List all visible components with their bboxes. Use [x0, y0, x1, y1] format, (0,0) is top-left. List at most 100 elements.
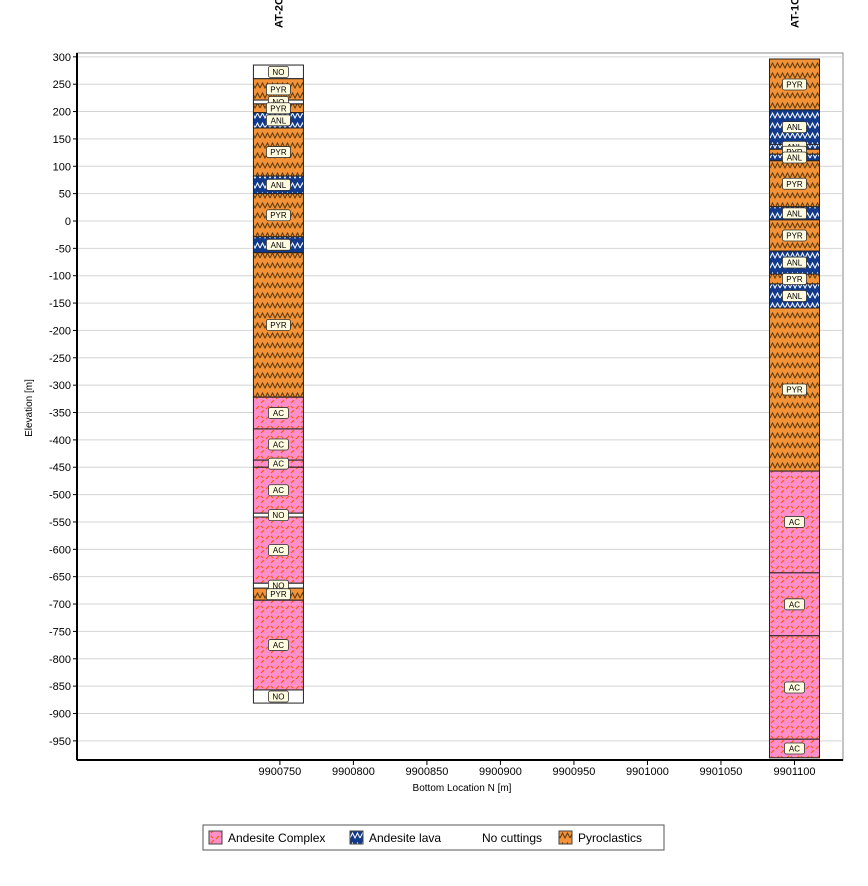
y-tick-label: -750 — [49, 626, 71, 638]
y-tick-label: -650 — [49, 572, 71, 584]
lithology-label: PYR — [786, 231, 803, 240]
borehole-name: AT-1O — [789, 0, 801, 28]
lithology-label: PYR — [270, 590, 287, 599]
lithology-label-box — [782, 256, 807, 269]
y-tick-label: 250 — [53, 79, 71, 91]
x-tick-label: 9901100 — [773, 766, 815, 778]
x-axis-label: Bottom Location N [m] — [413, 783, 512, 794]
lithology-label-box — [782, 273, 807, 285]
legend-box — [202, 824, 665, 851]
lithology-label: AC — [789, 745, 800, 754]
lithology-label: NO — [272, 693, 284, 702]
legend-label: Andesite Complex — [228, 831, 325, 845]
lithology-label: AC — [273, 409, 284, 418]
lithology-label: ANL — [787, 209, 803, 218]
lithology-label: AC — [273, 641, 284, 650]
lithology-label-box — [266, 209, 291, 222]
lithology-label-box — [784, 742, 805, 755]
lithology-label-box — [268, 690, 289, 703]
lithology-label-box — [266, 319, 291, 331]
y-tick-label: -800 — [49, 654, 71, 666]
lithology-label: PYR — [270, 321, 287, 330]
y-tick-label: 0 — [65, 216, 71, 228]
x-tick-label: 9900800 — [332, 766, 375, 778]
x-tick-label: 9900750 — [258, 766, 301, 778]
lithology-label-box — [268, 407, 289, 419]
lithology-label-box — [782, 177, 807, 190]
y-tick-label: -300 — [49, 380, 71, 392]
borehole-name: AT-2O — [273, 0, 285, 28]
lithology-label: PYR — [270, 104, 287, 113]
lithology-label-box — [266, 102, 291, 115]
lithology-label: ANL — [271, 241, 287, 250]
y-tick-label: -150 — [49, 298, 71, 310]
x-tick-label: 9901050 — [700, 766, 743, 778]
lithology-label: AC — [273, 486, 284, 495]
y-tick-label: -700 — [49, 599, 71, 611]
lithology-label: PYR — [270, 85, 287, 94]
lithology-label-box — [782, 151, 807, 164]
lithology-label: PYR — [786, 386, 803, 395]
legend-swatch — [208, 830, 223, 845]
lithology-label: PYR — [786, 180, 803, 189]
y-tick-label: -250 — [49, 353, 71, 365]
y-tick-label: 50 — [59, 189, 71, 201]
lithology-label-box — [268, 457, 289, 470]
y-tick-label: -550 — [49, 517, 71, 529]
y-tick-label: -950 — [49, 736, 71, 748]
lithology-label: AC — [789, 683, 800, 692]
x-tick-label: 9900850 — [406, 766, 449, 778]
y-tick-label: 200 — [53, 107, 71, 119]
y-tick-label: 100 — [53, 161, 71, 173]
lithology-label: PYR — [270, 148, 287, 157]
lithology-label: ANL — [787, 292, 803, 301]
legend-swatch — [558, 830, 573, 845]
lithology-label: NO — [272, 582, 284, 591]
x-tick-label: 9901000 — [626, 766, 669, 778]
lithology-label: ANL — [271, 181, 287, 190]
lithology-label: AC — [789, 600, 800, 609]
lithology-label-box — [266, 83, 291, 96]
y-tick-label: -350 — [49, 408, 71, 420]
lithology-label: ANL — [271, 116, 287, 125]
x-tick-label: 9900950 — [553, 766, 596, 778]
lithology-label: PYR — [786, 275, 803, 284]
lithology-label-box — [268, 509, 289, 522]
y-tick-label: -500 — [49, 490, 71, 502]
y-tick-label: 300 — [53, 52, 71, 64]
legend-label: Pyroclastics — [578, 831, 642, 845]
lithology-label-box — [784, 516, 805, 528]
x-tick-label: 9900900 — [479, 766, 522, 778]
lithology-label-box — [266, 588, 291, 601]
legend: Andesite Complex Andesite lava No cuttings… — [202, 824, 665, 851]
plot-area — [76, 52, 844, 761]
lithology-label: NO — [272, 68, 284, 77]
lithology-label-box — [782, 207, 807, 220]
lithology-label-box — [782, 121, 807, 134]
lithology-label-box — [782, 78, 807, 91]
y-tick-label: -400 — [49, 435, 71, 447]
lithology-label-box — [268, 65, 289, 78]
y-tick-label: -100 — [49, 271, 71, 283]
lithology-label: AC — [273, 546, 284, 555]
y-tick-label: -200 — [49, 325, 71, 337]
lithology-label-box — [268, 438, 289, 451]
y-tick-label: -600 — [49, 544, 71, 556]
y-axis-label: Elevation [m] — [24, 379, 35, 437]
lithology-label-box — [268, 484, 289, 497]
lithology-label: PYR — [786, 80, 803, 89]
lithology-label-box — [266, 238, 291, 251]
lithology-label-box — [782, 383, 807, 396]
lithology-label-box — [266, 114, 291, 127]
y-tick-label: -450 — [49, 462, 71, 474]
legend-label: No cuttings — [482, 831, 542, 845]
lithology-label-box — [268, 639, 289, 651]
lithology-label: AC — [789, 518, 800, 527]
lithology-label: ANL — [787, 123, 803, 132]
y-tick-label: -850 — [49, 681, 71, 693]
y-tick-label: -50 — [55, 243, 71, 255]
lithology-label: AC — [273, 441, 284, 450]
lithology-label: ANL — [787, 154, 803, 163]
lithology-label-box — [784, 681, 805, 694]
